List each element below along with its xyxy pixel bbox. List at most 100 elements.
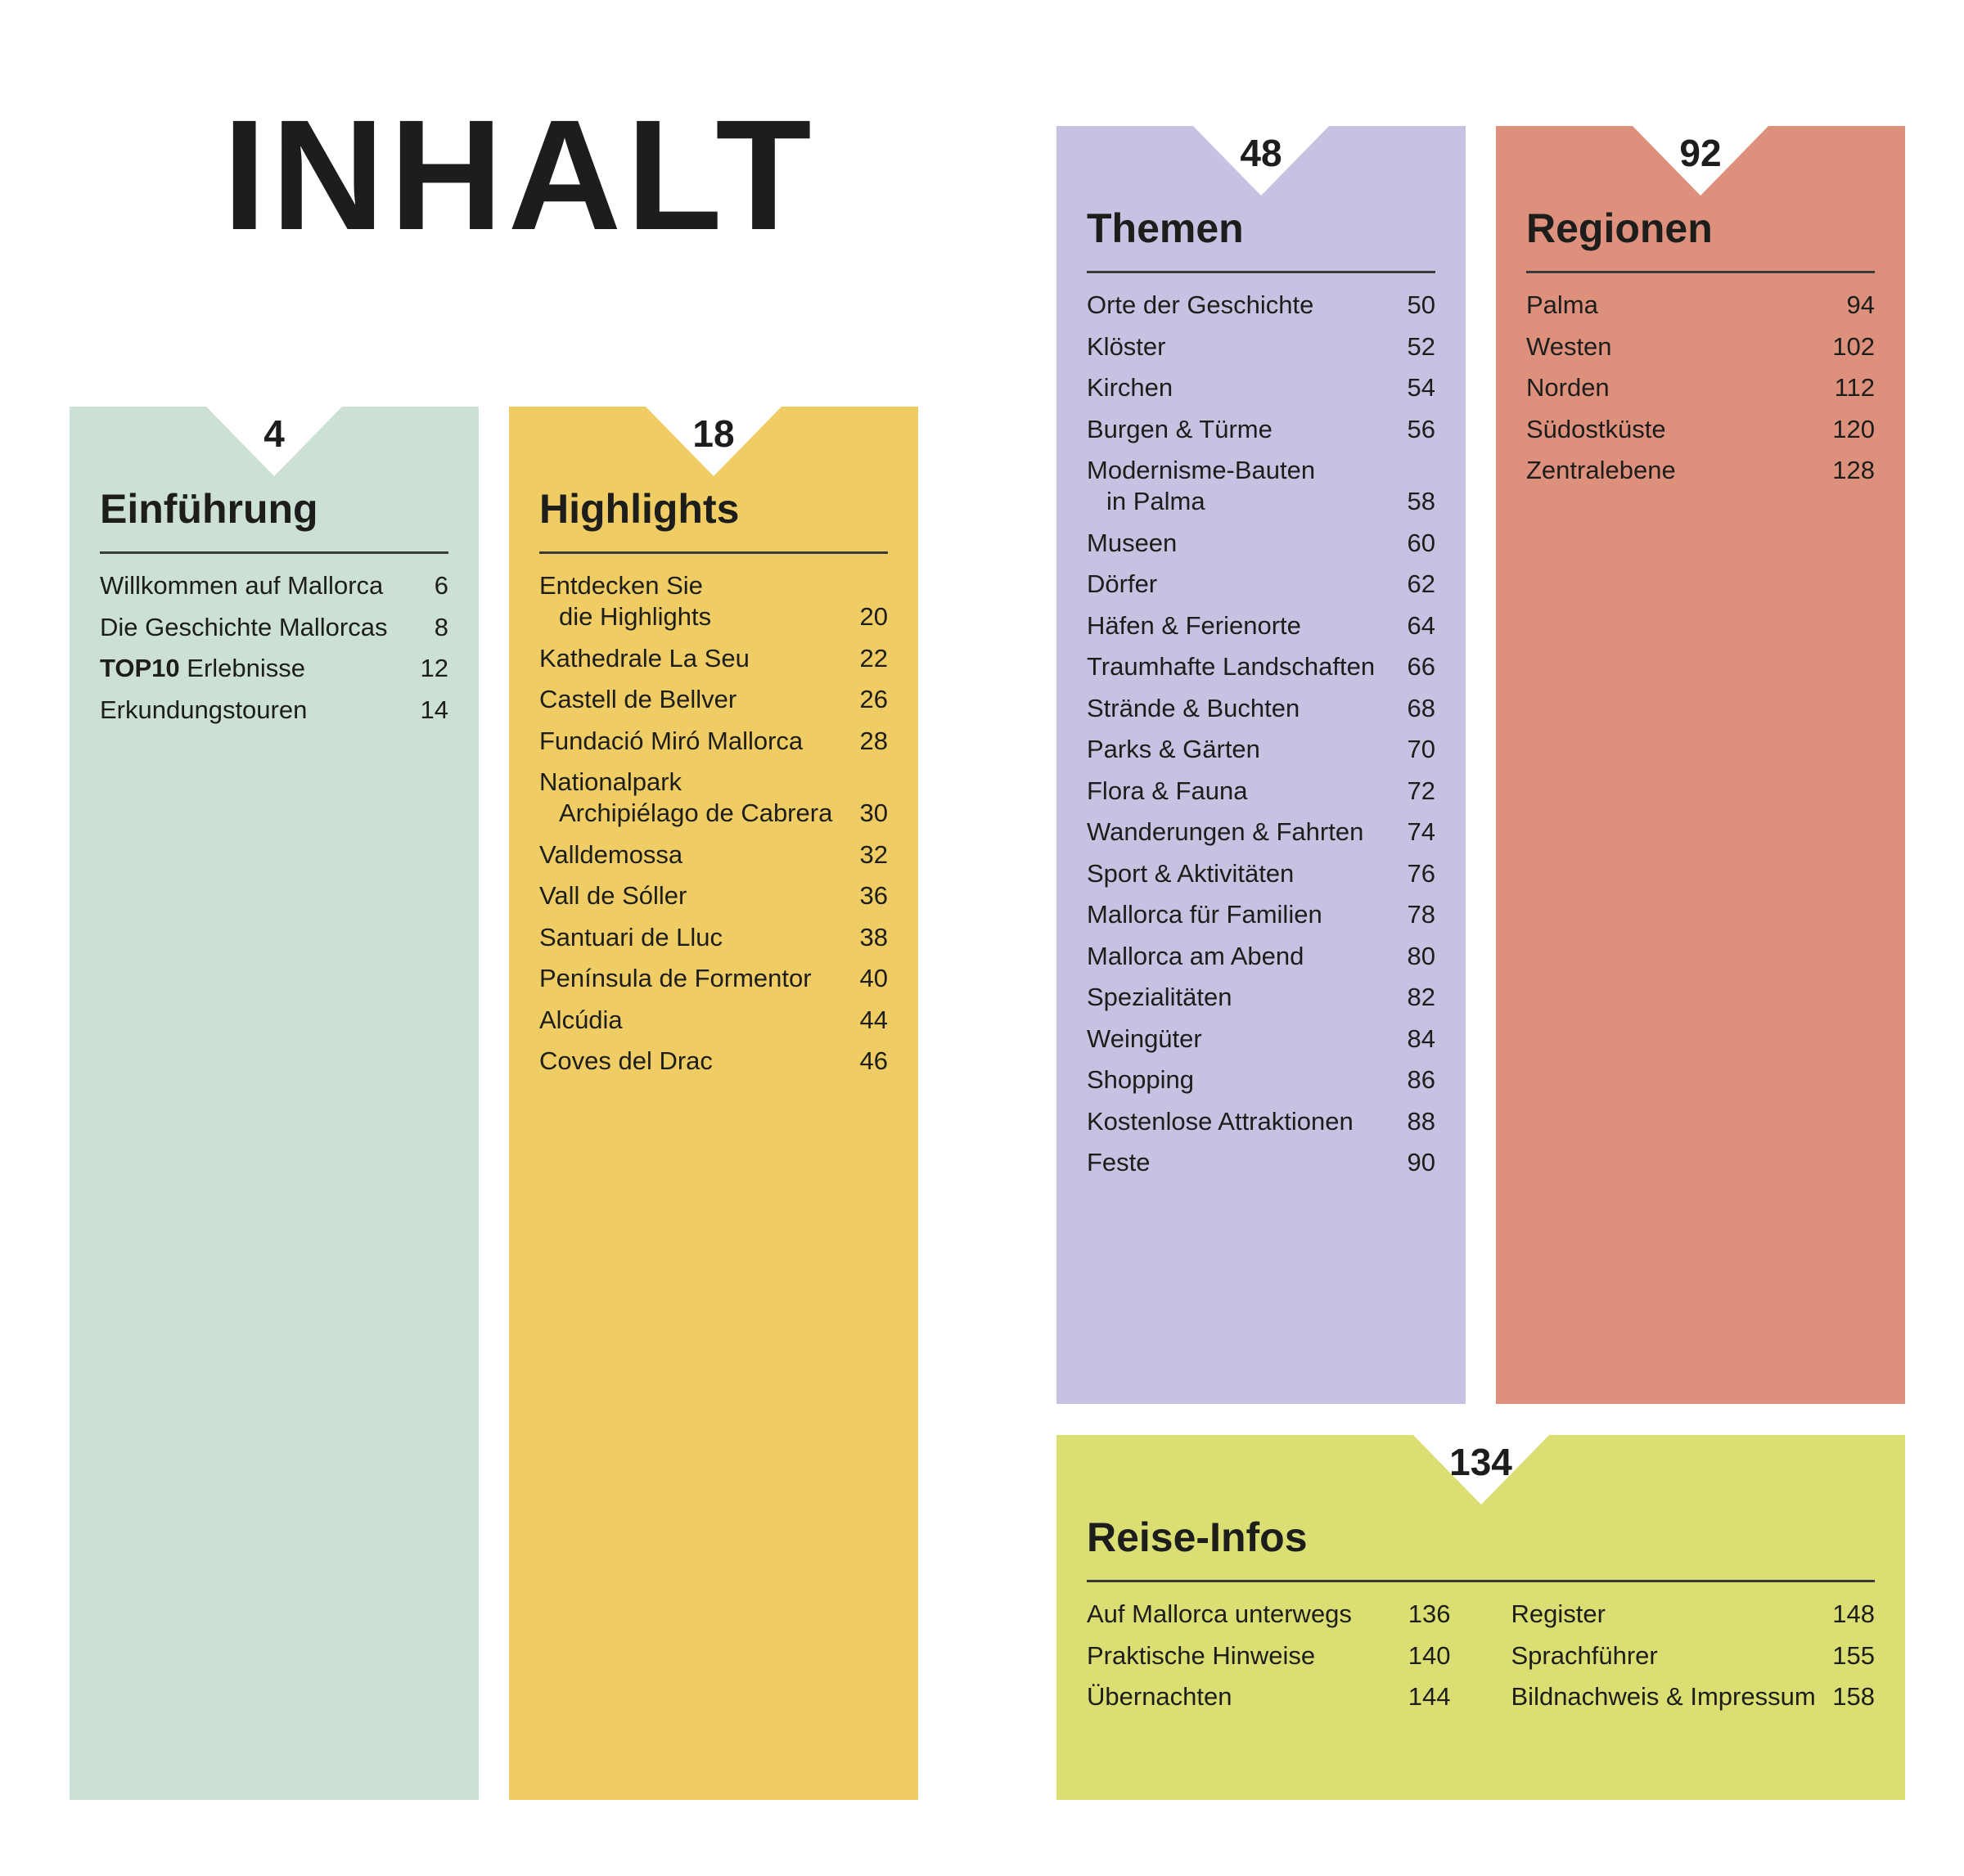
entry-page-number: 86 bbox=[1407, 1065, 1435, 1094]
toc-entry[interactable]: Nationalpark Archipiélago de Cabrera 30 bbox=[539, 767, 888, 829]
entry-title: Auf Mallorca unterwegs bbox=[1087, 1599, 1352, 1628]
entry-page-number: 155 bbox=[1832, 1640, 1875, 1670]
toc-entry[interactable]: Spezialitäten 82 bbox=[1087, 982, 1435, 1013]
toc-entry[interactable]: Sport & Aktivitäten 76 bbox=[1087, 858, 1435, 889]
entry-label: Sport & Aktivitäten bbox=[1087, 858, 1294, 889]
toc-column: Register 148 Sprachführer 155 Bildnachweis &… bbox=[1511, 1599, 1876, 1723]
toc-entry[interactable]: Übernachten 144 bbox=[1087, 1681, 1451, 1712]
entry-title: Fundació Miró Mallorca bbox=[539, 726, 804, 755]
toc-entry[interactable]: Museen 60 bbox=[1087, 528, 1435, 559]
page-title: INHALT bbox=[223, 87, 817, 263]
toc-entry[interactable]: Entdecken Sie die Highlights 20 bbox=[539, 570, 888, 632]
toc-entry[interactable]: Parks & Gärten 70 bbox=[1087, 734, 1435, 765]
entry-title-rest: Erlebnisse bbox=[179, 654, 306, 682]
entry-title-continuation: die Highlights bbox=[559, 602, 712, 631]
toc-entry[interactable]: Burgen & Türme 56 bbox=[1087, 414, 1435, 445]
entry-title: Sprachführer bbox=[1511, 1640, 1658, 1670]
toc-entry[interactable]: Alcúdia 44 bbox=[539, 1005, 888, 1036]
entry-title: Shopping bbox=[1087, 1065, 1195, 1094]
toc-entry[interactable]: Coves del Drac 46 bbox=[539, 1046, 888, 1077]
toc-entry[interactable]: Traumhafte Landschaften 66 bbox=[1087, 651, 1435, 682]
entry-page-number: 62 bbox=[1407, 569, 1435, 598]
toc-entry[interactable]: Valldemossa 32 bbox=[539, 839, 888, 871]
entry-page-number: 14 bbox=[420, 695, 448, 724]
toc-entry[interactable]: Orte der Geschichte 50 bbox=[1087, 290, 1435, 321]
toc-entry[interactable]: Mallorca für Familien 78 bbox=[1087, 899, 1435, 930]
entry-label: Palma bbox=[1526, 290, 1598, 321]
toc-entry[interactable]: TOP10 Erlebnisse 12 bbox=[100, 653, 448, 684]
toc-entry[interactable]: Register 148 bbox=[1511, 1599, 1876, 1630]
toc-entry[interactable]: Bildnachweis & Impressum 158 bbox=[1511, 1681, 1876, 1712]
toc-entry[interactable]: Feste 90 bbox=[1087, 1147, 1435, 1178]
entry-page-number: 20 bbox=[859, 602, 888, 631]
entry-page-number: 80 bbox=[1407, 941, 1435, 970]
toc-entry[interactable]: Häfen & Ferienorte 64 bbox=[1087, 610, 1435, 641]
entry-title: Wanderungen & Fahrten bbox=[1087, 817, 1364, 846]
entry-page-number: 52 bbox=[1407, 331, 1435, 361]
entry-page-number: 78 bbox=[1407, 900, 1435, 929]
toc-entry[interactable]: Península de Formentor 40 bbox=[539, 963, 888, 994]
toc-entry[interactable]: Modernisme-Bauten in Palma 58 bbox=[1087, 455, 1435, 517]
entry-label: Traumhafte Landschaften bbox=[1087, 651, 1375, 682]
toc-entry[interactable]: Sprachführer 155 bbox=[1511, 1640, 1876, 1671]
toc-entry[interactable]: Erkundungstouren 14 bbox=[100, 695, 448, 726]
entry-title: Häfen & Ferienorte bbox=[1087, 610, 1301, 640]
entry-page-number: 66 bbox=[1407, 652, 1435, 681]
toc-entry[interactable]: Flora & Fauna 72 bbox=[1087, 776, 1435, 807]
entry-page-number: 128 bbox=[1832, 456, 1875, 484]
toc-entry[interactable]: Westen 102 bbox=[1526, 331, 1875, 362]
entry-title: Kostenlose Attraktionen bbox=[1087, 1106, 1354, 1136]
toc-entry[interactable]: Kathedrale La Seu 22 bbox=[539, 643, 888, 674]
section-einfuehrung: 4 Einführung Willkommen auf Mallorca 6 Die G… bbox=[70, 407, 479, 1800]
toc-entry[interactable]: Dörfer 62 bbox=[1087, 569, 1435, 600]
entry-title: Traumhafte Landschaften bbox=[1087, 652, 1376, 681]
toc-entry[interactable]: Mallorca am Abend 80 bbox=[1087, 941, 1435, 972]
toc-entry[interactable]: Die Geschichte Mallorcas 8 bbox=[100, 612, 448, 643]
toc-entry[interactable]: Wanderungen & Fahrten 74 bbox=[1087, 817, 1435, 848]
entry-title: Übernachten bbox=[1087, 1682, 1232, 1711]
toc-entry[interactable]: Kostenlose Attraktionen 88 bbox=[1087, 1106, 1435, 1137]
entry-page-number: 84 bbox=[1407, 1023, 1435, 1053]
toc-entry[interactable]: Strände & Buchten 68 bbox=[1087, 693, 1435, 724]
toc-entry[interactable]: Norden 112 bbox=[1526, 372, 1875, 403]
toc-entry[interactable]: Willkommen auf Mallorca 6 bbox=[100, 570, 448, 601]
entry-page-number: 44 bbox=[859, 1005, 888, 1034]
entry-title: Orte der Geschichte bbox=[1087, 290, 1314, 319]
entry-page-number: 56 bbox=[1407, 414, 1435, 443]
toc-entry[interactable]: Klöster 52 bbox=[1087, 331, 1435, 362]
section-reise-infos: 134 Reise-Infos Auf Mallorca unterwegs 136 P… bbox=[1056, 1435, 1905, 1800]
section-themen: 48 Themen Orte der Geschichte 50 Klöster 52 Ki… bbox=[1056, 126, 1466, 1404]
toc-entry[interactable]: Praktische Hinweise 140 bbox=[1087, 1640, 1451, 1671]
entry-page-number: 8 bbox=[434, 612, 448, 641]
entry-title-continuation: Archipiélago de Cabrera bbox=[559, 799, 833, 827]
section-start-page: 48 bbox=[1240, 132, 1282, 174]
toc-entry[interactable]: Weingüter 84 bbox=[1087, 1023, 1435, 1055]
entry-label: Praktische Hinweise bbox=[1087, 1640, 1315, 1671]
entry-title-continuation: in Palma bbox=[1106, 487, 1205, 515]
entry-label: Mallorca am Abend bbox=[1087, 941, 1304, 972]
section-regionen: 92 Regionen Palma 94 Westen 102 Norden 112 Südos… bbox=[1496, 126, 1905, 1404]
toc-entry[interactable]: Südostküste 120 bbox=[1526, 414, 1875, 445]
toc-entry[interactable]: Vall de Sóller 36 bbox=[539, 880, 888, 911]
toc-entry[interactable]: Kirchen 54 bbox=[1087, 372, 1435, 403]
entry-label: Bildnachweis & Impressum bbox=[1511, 1681, 1816, 1712]
entry-title: Alcúdia bbox=[539, 1005, 623, 1034]
heading-divider bbox=[100, 551, 448, 554]
toc-entry[interactable]: Auf Mallorca unterwegs 136 bbox=[1087, 1599, 1451, 1630]
toc-entry[interactable]: Fundació Miró Mallorca 28 bbox=[539, 726, 888, 757]
toc-entry[interactable]: Zentralebene 128 bbox=[1526, 455, 1875, 486]
entry-title: Bildnachweis & Impressum bbox=[1511, 1682, 1816, 1711]
entry-title: Flora & Fauna bbox=[1087, 776, 1248, 805]
entry-title: Klöster bbox=[1087, 331, 1166, 361]
entry-title: Kathedrale La Seu bbox=[539, 643, 750, 673]
entry-page-number: 46 bbox=[859, 1046, 888, 1075]
entry-page-number: 120 bbox=[1832, 414, 1875, 443]
toc-entry[interactable]: Santuari de Lluc 38 bbox=[539, 922, 888, 953]
entry-page-number: 144 bbox=[1408, 1682, 1451, 1711]
toc-entry[interactable]: Palma 94 bbox=[1526, 290, 1875, 321]
entry-label: Entdecken Sie die Highlights bbox=[539, 570, 711, 632]
toc-entry[interactable]: Shopping 86 bbox=[1087, 1064, 1435, 1095]
toc-entry[interactable]: Castell de Bellver 26 bbox=[539, 684, 888, 715]
heading-divider bbox=[1087, 1580, 1875, 1582]
entry-page-number: 88 bbox=[1407, 1106, 1435, 1136]
